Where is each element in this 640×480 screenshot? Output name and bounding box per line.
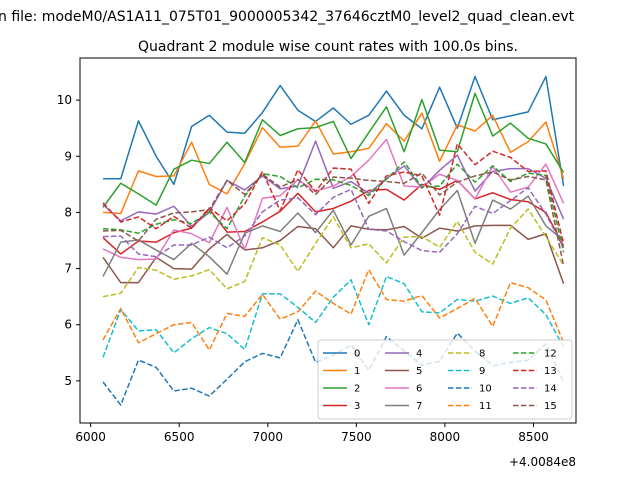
series-line-8 — [102, 208, 565, 298]
x-offset-label: +4.0084e8 — [509, 455, 576, 469]
x-axis: 6000 6500 7000 7500 8000 8500 — [75, 423, 549, 444]
y-axis: 5 6 7 8 9 10 — [57, 93, 80, 388]
y-tick-label: 7 — [64, 262, 72, 276]
legend-label-11: 11 — [479, 401, 492, 412]
series-line-9 — [102, 275, 565, 358]
series-line-7 — [102, 189, 565, 277]
series-line-14 — [103, 186, 565, 258]
y-tick-label: 10 — [57, 93, 72, 107]
legend-label-7: 7 — [416, 401, 422, 412]
x-tick-label: 6000 — [75, 430, 106, 444]
legend-label-3: 3 — [354, 401, 360, 412]
legend-label-10: 10 — [479, 384, 492, 395]
legend-label-5: 5 — [416, 366, 422, 377]
legend-label-15: 15 — [544, 401, 557, 412]
x-tick-label: 8500 — [518, 430, 549, 444]
legend-box — [317, 339, 573, 420]
x-tick-label: 6500 — [164, 430, 195, 444]
legend-label-0: 0 — [354, 349, 360, 360]
legend-label-1: 1 — [354, 366, 360, 377]
chart-title: Quadrant 2 module wise count rates with … — [138, 39, 518, 55]
legend-label-8: 8 — [479, 349, 485, 360]
legend-label-2: 2 — [354, 384, 360, 395]
y-tick-label: 5 — [64, 374, 72, 388]
x-tick-label: 7500 — [341, 430, 372, 444]
y-tick-label: 6 — [64, 318, 72, 332]
series-line-5 — [102, 224, 565, 284]
series-line-6 — [102, 138, 565, 261]
series-line-13 — [102, 143, 565, 245]
figure-suptitle: n file: modeM0/AS1A11_075T01_9000005342_… — [0, 9, 575, 25]
y-tick-label: 9 — [64, 149, 72, 163]
legend-label-9: 9 — [479, 366, 485, 377]
x-tick-label: 7000 — [252, 430, 283, 444]
legend-label-4: 4 — [416, 349, 422, 360]
legend-label-6: 6 — [416, 384, 422, 395]
axes-frame — [79, 57, 577, 424]
series-line-15 — [103, 171, 565, 266]
legend-label-12: 12 — [544, 349, 557, 360]
y-tick-label: 8 — [64, 205, 72, 219]
series-line-2 — [102, 92, 565, 208]
x-tick-label: 8000 — [430, 430, 461, 444]
legend-label-13: 13 — [544, 366, 557, 377]
legend-label-14: 14 — [544, 384, 557, 395]
series-line-11 — [102, 268, 565, 351]
